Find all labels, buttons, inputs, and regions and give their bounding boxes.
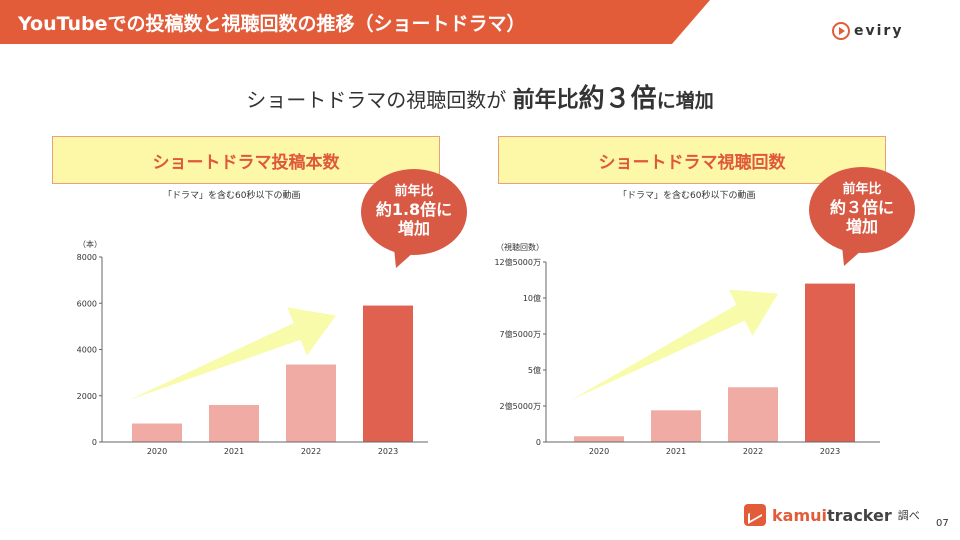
bar-2020 xyxy=(574,436,624,442)
y-tick-label: 2億5000万 xyxy=(500,401,541,411)
headline-part2: 前年比 xyxy=(512,88,579,113)
footer-brand-part2: tracker xyxy=(826,505,892,525)
y-tick-label: 0 xyxy=(92,438,97,447)
bar-2023 xyxy=(363,305,413,442)
badge-views-line3: 増加 xyxy=(845,216,878,236)
page-title: YouTubeでの投稿数と視聴回数の推移（ショートドラマ） xyxy=(18,13,526,35)
y-tick-label: 8000 xyxy=(77,253,97,262)
badge-posts: 前年比 約1.8倍に 増加 xyxy=(358,168,470,272)
footer-suffix: 調べ xyxy=(897,509,920,522)
badge-posts-line1: 前年比 xyxy=(394,184,434,200)
growth-arrow-icon xyxy=(571,289,778,400)
kamuitracker-logo: kamuitracker 調べ xyxy=(744,504,920,526)
y-tick-label: 7億5000万 xyxy=(500,329,541,339)
badge-views-line2: 約３倍に xyxy=(829,197,894,217)
logo-text: eviry xyxy=(854,23,904,39)
x-tick-label: 2022 xyxy=(301,447,321,456)
chart-posts: （本） 2020 2021 2022 2023 0 2000 4000 6000 8000 xyxy=(77,239,428,456)
badge-views: 前年比 約３倍に 増加 xyxy=(806,166,918,270)
x-tick-label: 2022 xyxy=(743,447,763,456)
y-axis-label: （本） xyxy=(78,239,102,249)
y-tick-label: 2000 xyxy=(77,392,97,401)
panel-heading-posts: ショートドラマ投稿本数 xyxy=(52,136,440,184)
headline-part3: 約３倍 xyxy=(578,84,657,114)
badge-posts-line2: 約1.8倍に xyxy=(375,199,453,219)
bar-2022 xyxy=(728,387,778,442)
page-number: 07 xyxy=(936,518,949,529)
x-tick-label: 2023 xyxy=(378,447,398,456)
badge-views-line1: 前年比 xyxy=(842,182,882,198)
bar-2021 xyxy=(209,405,259,442)
y-axis-label: （視聴回数） xyxy=(496,242,544,252)
panel-heading-views: ショートドラマ視聴回数 xyxy=(498,136,886,184)
speech-bubble-icon xyxy=(809,167,915,266)
y-tick-label: 12億5000万 xyxy=(494,257,541,267)
x-tick-label: 2021 xyxy=(224,447,244,456)
y-tick-label: 0 xyxy=(536,438,541,447)
headline-part1: ショートドラマの視聴回数が xyxy=(246,88,513,112)
play-icon xyxy=(832,22,850,40)
speech-bubble-icon xyxy=(361,169,467,268)
x-tick-label: 2023 xyxy=(820,447,840,456)
y-tick-label: 4000 xyxy=(77,346,97,355)
title-bar xyxy=(0,0,710,44)
bar-2021 xyxy=(651,410,701,442)
chart-views: （視聴回数） 2020 2021 2022 2023 0 2億5000万 5億 7億5000万 1… xyxy=(494,242,880,456)
bar-2023 xyxy=(805,283,855,442)
footer-brand-part1: kamui xyxy=(772,505,827,525)
y-tick-label: 5億 xyxy=(528,365,541,375)
x-tick-label: 2020 xyxy=(147,447,167,456)
caption-views: 「ドラマ」を含む60秒以下の動画 xyxy=(618,191,756,201)
growth-arrow-icon xyxy=(129,307,336,400)
bar-2020 xyxy=(132,423,182,442)
y-tick-label: 6000 xyxy=(77,299,97,308)
y-tick-label: 10億 xyxy=(523,293,541,303)
x-tick-label: 2020 xyxy=(589,447,609,456)
bar-2022 xyxy=(286,364,336,442)
caption-posts: 「ドラマ」を含む60秒以下の動画 xyxy=(163,191,301,201)
eviry-logo: eviry xyxy=(832,22,903,40)
trend-chart-icon xyxy=(744,504,766,526)
headline: ショートドラマの視聴回数が 前年比約３倍に増加 xyxy=(0,78,960,115)
badge-posts-line3: 増加 xyxy=(397,218,430,238)
headline-part4: に増加 xyxy=(656,90,714,112)
x-tick-label: 2021 xyxy=(666,447,686,456)
